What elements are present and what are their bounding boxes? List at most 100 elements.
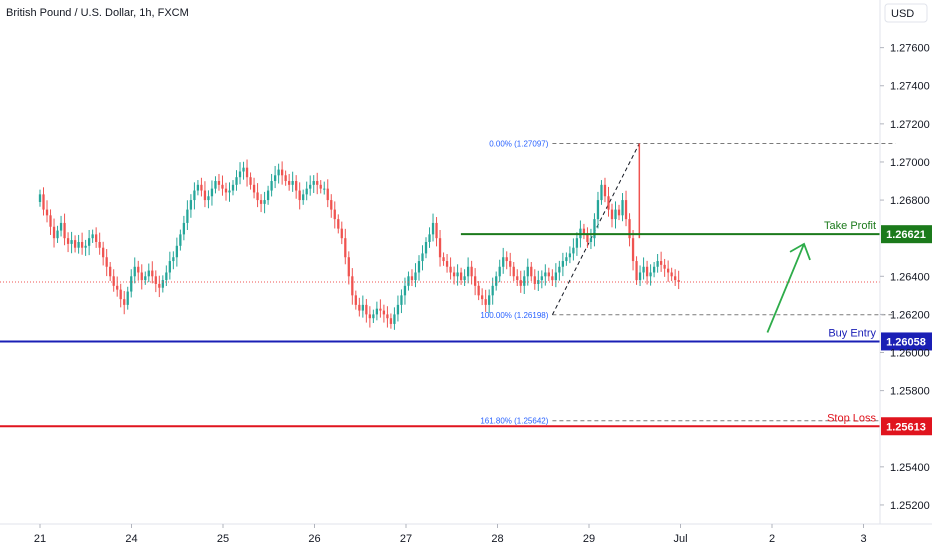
candle-body [414,272,417,281]
candle-body [477,285,480,296]
candle-body [554,272,557,281]
candle [280,161,284,185]
candle [551,269,554,287]
candle-body [638,272,642,281]
candle [656,253,659,273]
candle [116,276,119,297]
candle-body [610,209,614,220]
candle [410,269,414,287]
candle-body [263,200,266,204]
candle [224,182,228,201]
candle-body [631,238,635,262]
candle-body [382,310,386,315]
candle-body [147,270,150,277]
candle [400,289,403,314]
candle [645,260,649,285]
candle-body [649,272,652,277]
candle-body [645,266,649,277]
candle [530,262,533,282]
price-tick-label: 1.27000 [890,157,930,169]
candle-body [372,314,375,319]
currency-button[interactable] [884,3,928,23]
candle-body [386,314,389,319]
candle [347,251,350,285]
price-axis[interactable]: 1.27600 1.27400 1.27200 1.27000 1.26800 1.264… [880,43,930,512]
candle-body [600,184,603,201]
candle-body [421,253,424,262]
candle-body [123,299,126,305]
candle [424,237,428,259]
fib-trend-line[interactable] [551,143,640,316]
candle [652,262,656,278]
candle-body [298,190,301,201]
candle [200,177,203,197]
candle-body [42,194,45,210]
candle-body [95,234,98,242]
candle [667,260,670,282]
candle [403,277,407,305]
candle [316,172,319,195]
candle [105,249,108,277]
candle [417,255,421,281]
arrow-drawing[interactable] [766,242,811,333]
candle [596,191,600,229]
buy-entry-price-tag[interactable] [881,332,932,351]
candle [242,161,245,180]
candle-body [231,184,235,191]
time-tick-label: 2 [769,533,775,545]
fibonacci-tool[interactable]: 0.00% (1.27097) 100.00% (1.26198) 161.80% … [480,139,896,426]
candle-body [393,314,396,324]
candle [438,229,442,267]
candle-body [558,266,561,273]
take-profit-label: Take Profit [824,220,876,232]
arrow-head[interactable] [789,242,811,261]
candle-body [256,192,259,201]
candle-body [323,188,326,190]
candle [624,190,628,227]
candle [635,256,638,285]
candle-body [459,272,463,281]
candle [252,177,256,199]
candle-body [326,188,329,201]
candle-body [547,272,550,277]
candle-body [417,261,421,273]
time-axis[interactable]: 21242526272829Jul234 [34,524,932,545]
candle-body [628,219,631,239]
candle-body [137,266,140,273]
candle-body [596,200,600,220]
candle [512,262,515,282]
time-tick-label: 27 [400,533,412,545]
price-tick-label: 1.25400 [890,462,930,474]
candle [589,228,593,250]
candle-body [431,222,435,235]
arrow-shaft[interactable] [766,243,805,333]
candle [610,203,614,228]
candle [172,251,175,270]
candle-body [52,226,56,239]
candle [466,257,470,284]
candle [516,269,519,287]
candle-body [302,194,305,201]
candle [179,229,182,251]
candle-body [38,194,42,202]
candle-body [102,247,105,258]
price-levels[interactable]: Take Profit 1.26621 Buy Entry 1.26058 Stop L… [0,220,932,436]
candle [558,260,561,281]
candle [354,290,357,310]
candle-body [59,222,63,231]
candle-body [63,222,66,239]
candle [421,245,424,271]
candle-body [56,230,59,239]
candle [189,194,193,218]
candle [414,263,417,288]
candle-body [312,181,315,185]
stop-loss-price-tag[interactable] [881,417,932,436]
candle [463,269,466,287]
candle-body [87,238,91,246]
candle [288,173,291,191]
candle-body [319,184,322,189]
take-profit-price-tag[interactable] [881,225,932,244]
candle-body [365,304,368,315]
candle [130,269,133,298]
